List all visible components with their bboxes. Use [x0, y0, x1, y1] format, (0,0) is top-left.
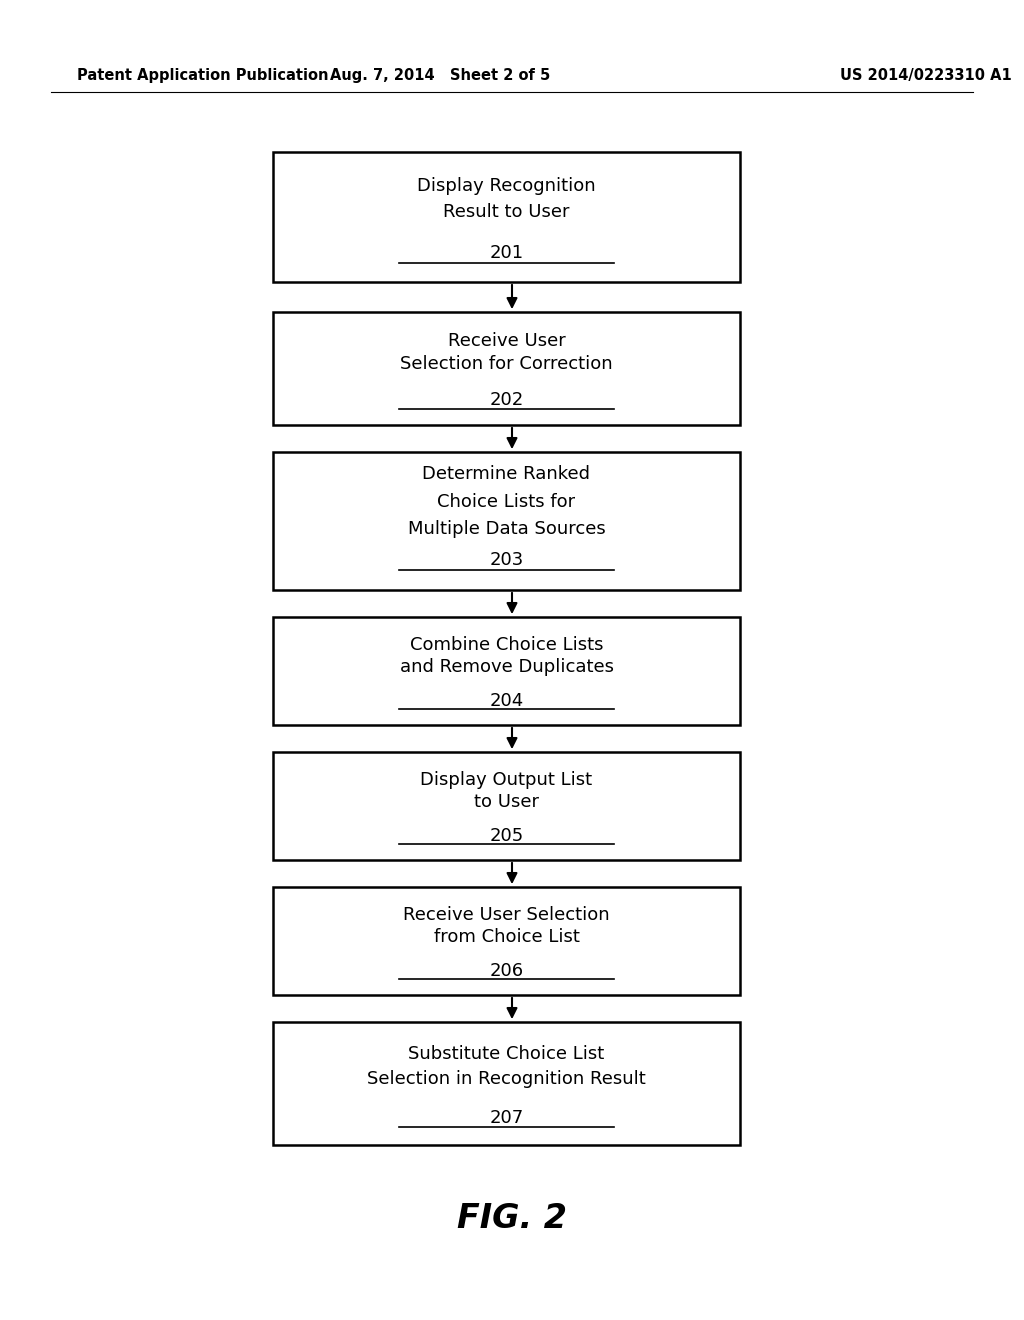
- Text: Aug. 7, 2014   Sheet 2 of 5: Aug. 7, 2014 Sheet 2 of 5: [330, 67, 551, 83]
- Text: US 2014/0223310 A1: US 2014/0223310 A1: [840, 67, 1012, 83]
- Text: Result to User: Result to User: [443, 203, 569, 220]
- Text: Display Output List: Display Output List: [421, 771, 593, 789]
- Text: from Choice List: from Choice List: [433, 928, 580, 945]
- Text: Selection in Recognition Result: Selection in Recognition Result: [368, 1069, 646, 1088]
- Text: Selection for Correction: Selection for Correction: [400, 355, 612, 374]
- Text: 203: 203: [489, 550, 523, 569]
- Text: 201: 201: [489, 244, 523, 263]
- Text: FIG. 2: FIG. 2: [457, 1201, 567, 1234]
- Text: Receive User Selection: Receive User Selection: [403, 906, 610, 924]
- Text: 204: 204: [489, 692, 523, 710]
- Text: Display Recognition: Display Recognition: [417, 177, 596, 195]
- Text: 205: 205: [489, 828, 523, 845]
- Text: Determine Ranked: Determine Ranked: [423, 465, 591, 483]
- Bar: [273, 887, 740, 995]
- Text: to User: to User: [474, 793, 539, 810]
- Bar: [273, 752, 740, 861]
- Text: 206: 206: [489, 962, 523, 981]
- Text: Patent Application Publication: Patent Application Publication: [77, 67, 329, 83]
- Bar: [273, 312, 740, 425]
- Text: Substitute Choice List: Substitute Choice List: [409, 1045, 604, 1063]
- Text: Combine Choice Lists: Combine Choice Lists: [410, 636, 603, 655]
- Bar: [273, 152, 740, 282]
- Text: Choice Lists for: Choice Lists for: [437, 492, 575, 511]
- Text: 202: 202: [489, 391, 523, 409]
- Bar: [273, 616, 740, 725]
- Bar: [273, 1022, 740, 1144]
- Bar: [273, 451, 740, 590]
- Text: Receive User: Receive User: [447, 333, 565, 350]
- Text: 207: 207: [489, 1109, 523, 1127]
- Text: and Remove Duplicates: and Remove Duplicates: [399, 657, 613, 676]
- Text: Multiple Data Sources: Multiple Data Sources: [408, 520, 605, 539]
